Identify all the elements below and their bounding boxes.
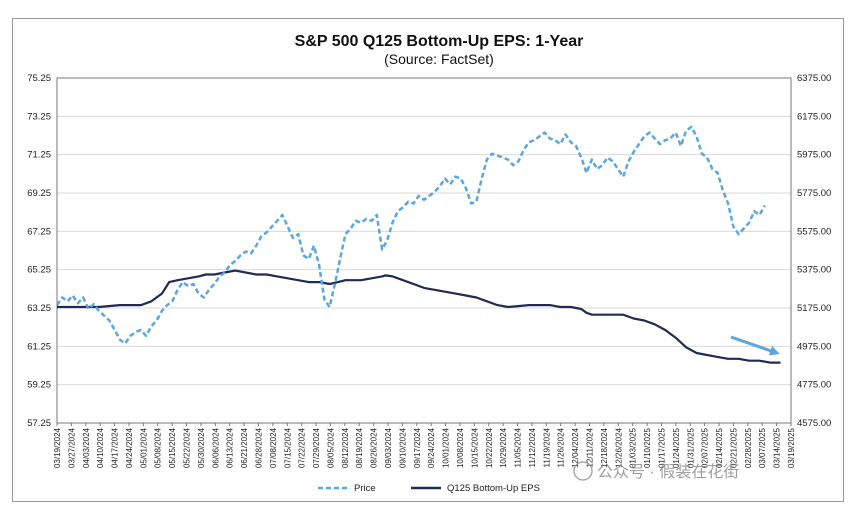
trend-arrow: [730, 335, 780, 356]
x-tick-label: 01/10/2025: [643, 427, 652, 468]
x-tick-label: 04/10/2024: [96, 427, 105, 468]
x-tick-label: 06/06/2024: [211, 427, 220, 468]
x-tick-label: 10/29/2024: [499, 427, 508, 468]
x-tick-label: 01/17/2025: [657, 427, 666, 468]
gridlines: [57, 77, 791, 424]
y-right-tick-label: 4975.00: [797, 341, 831, 352]
watermark-text: 公众号 · 假装在花街: [597, 463, 739, 481]
x-tick-label: 03/07/2025: [758, 427, 767, 468]
y-right-tick-label: 5975.00: [797, 150, 831, 161]
x-tick-label: 09/24/2024: [427, 427, 436, 468]
y-left-tick-label: 67.25: [27, 226, 51, 237]
x-tick-label: 03/19/2024: [53, 427, 62, 468]
y-left-tick-label: 75.25: [27, 73, 51, 84]
watermark: 公众号 · 假装在花街: [573, 461, 739, 481]
x-tick-label: 11/12/2024: [528, 427, 537, 467]
x-tick-label: 02/14/2025: [715, 427, 724, 468]
x-tick-label: 05/08/2024: [154, 427, 163, 468]
wechat-icon: [573, 461, 593, 481]
y-right-tick-label: 5175.00: [797, 303, 831, 314]
x-tick-label: 10/22/2024: [485, 427, 494, 468]
x-tick-label: 09/10/2024: [398, 427, 407, 468]
x-tick-label: 01/03/2025: [629, 427, 638, 468]
x-axis: 03/19/2024 03/27/2024 04/03/2024 04/10/2024…: [53, 423, 796, 468]
y-right-tick-label: 5575.00: [797, 226, 831, 237]
y-left-tick-label: 71.25: [27, 150, 51, 161]
x-tick-label: 02/21/2025: [729, 427, 738, 468]
x-tick-label: 09/03/2024: [384, 427, 393, 468]
y-left-tick-label: 73.25: [27, 111, 51, 122]
x-tick-label: 05/15/2024: [168, 427, 177, 468]
x-tick-label: 05/30/2024: [197, 427, 206, 468]
chart-title: S&P 500 Q125 Bottom-Up EPS: 1-Year: [295, 33, 584, 50]
x-tick-label: 11/26/2024: [557, 427, 566, 467]
x-tick-label: 12/04/2024: [571, 427, 580, 468]
x-tick-label: 08/05/2024: [326, 427, 335, 468]
y-right-tick-label: 5375.00: [797, 265, 831, 276]
x-tick-label: 03/27/2024: [67, 427, 76, 468]
x-tick-label: 06/28/2024: [254, 427, 263, 468]
y-left-tick-label: 63.25: [27, 303, 51, 314]
plot-area-border: [56, 77, 792, 424]
chart-frame: S&P 500 Q125 Bottom-Up EPS: 1-Year (Sour…: [12, 18, 844, 502]
x-tick-label: 08/19/2024: [355, 427, 364, 468]
x-tick-label: 04/17/2024: [111, 427, 120, 468]
y-left-tick-label: 65.25: [27, 265, 51, 276]
y-right-tick-label: 6375.00: [797, 73, 831, 84]
x-tick-label: 03/14/2025: [773, 427, 782, 468]
x-tick-label: 02/28/2025: [744, 427, 753, 468]
x-tick-label: 03/19/2025: [787, 427, 796, 468]
x-tick-label: 12/18/2024: [600, 427, 609, 468]
x-tick-label: 08/26/2024: [370, 427, 379, 468]
x-tick-label: 04/24/2024: [125, 427, 134, 468]
x-tick-label: 01/31/2025: [686, 427, 695, 468]
x-tick-label: 12/11/2024: [586, 427, 595, 467]
y-right-tick-label: 4575.00: [797, 418, 831, 429]
y-right-tick-label: 6175.00: [797, 111, 831, 122]
y-left-tick-label: 59.25: [27, 380, 51, 391]
x-tick-label: 07/29/2024: [312, 427, 321, 468]
price-series-line: [55, 125, 766, 345]
legend: Price Q125 Bottom-Up EPS: [318, 483, 540, 494]
y-left-tick-label: 57.25: [27, 418, 51, 429]
y-right-tick-label: 4775.00: [797, 380, 831, 391]
x-tick-label: 05/01/2024: [139, 427, 148, 468]
x-tick-label: 10/08/2024: [456, 427, 465, 468]
x-tick-label: 10/15/2024: [470, 427, 479, 468]
x-tick-label: 07/22/2024: [298, 427, 307, 468]
x-tick-label: 06/21/2024: [240, 427, 249, 468]
x-tick-label: 09/17/2024: [413, 427, 422, 468]
x-tick-label: 07/08/2024: [269, 427, 278, 468]
y-axis-left: 75.25 73.25 71.25 69.25 67.25 65.25 63.25 61.25…: [27, 73, 51, 429]
x-tick-label: 02/07/2025: [701, 427, 710, 468]
y-right-tick-label: 5775.00: [797, 188, 831, 199]
x-tick-label: 12/26/2024: [614, 427, 623, 468]
x-tick-label: 11/05/2024: [514, 427, 523, 467]
legend-label-eps: Q125 Bottom-Up EPS: [447, 483, 540, 494]
eps-series-line: [57, 269, 781, 364]
x-tick-label: 10/01/2024: [442, 427, 451, 468]
y-axis-right: 6375.00 6175.00 5975.00 5775.00 5575.00 5375.…: [797, 73, 831, 429]
x-tick-label: 01/24/2025: [672, 427, 681, 468]
y-left-tick-label: 69.25: [27, 188, 51, 199]
legend-label-price: Price: [354, 483, 376, 494]
chart-subtitle: (Source: FactSet): [384, 51, 494, 67]
x-tick-label: 11/19/2024: [542, 427, 551, 467]
y-left-tick-label: 61.25: [27, 341, 51, 352]
chart-svg: S&P 500 Q125 Bottom-Up EPS: 1-Year (Sour…: [27, 33, 831, 494]
x-tick-label: 07/15/2024: [283, 427, 292, 468]
x-tick-label: 04/03/2024: [82, 427, 91, 468]
series-layer: [55, 125, 781, 364]
x-tick-label: 08/12/2024: [341, 427, 350, 468]
x-tick-label: 05/22/2024: [183, 427, 192, 468]
x-tick-label: 06/13/2024: [226, 427, 235, 468]
